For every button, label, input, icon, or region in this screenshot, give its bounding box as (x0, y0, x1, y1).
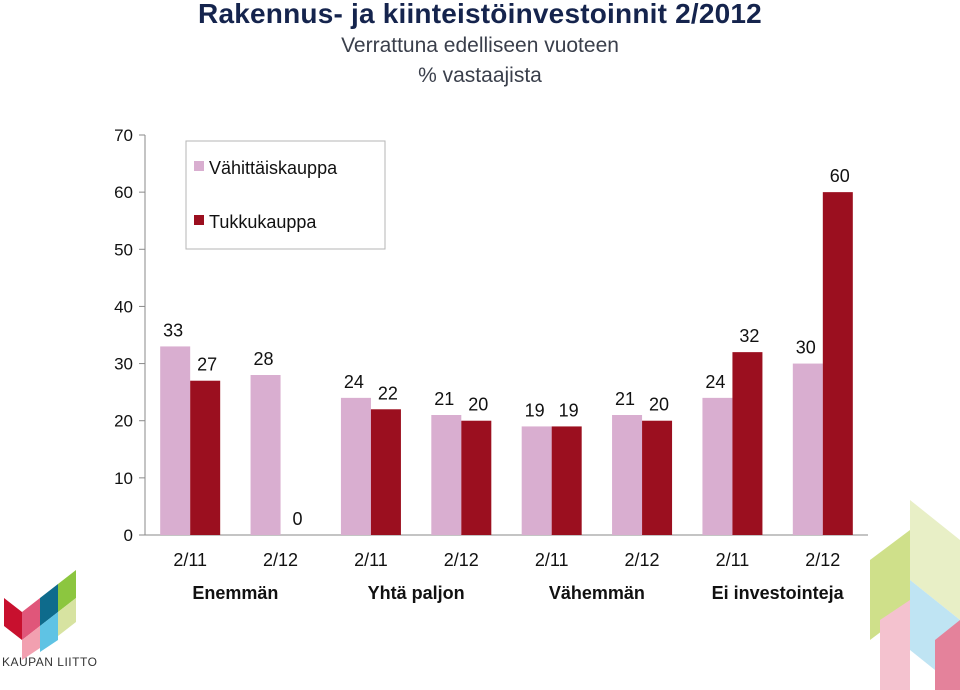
legend-swatch (194, 161, 204, 171)
data-label: 20 (468, 395, 488, 415)
y-tick-label: 30 (114, 355, 133, 374)
y-tick-label: 40 (114, 297, 133, 316)
bar-tukkukauppa (370, 409, 401, 535)
data-label: 21 (434, 389, 454, 409)
bar-vahittaiskauppa (250, 375, 281, 535)
legend-label: Vähittäiskauppa (209, 158, 338, 178)
x-tick-label: 2/12 (263, 550, 298, 570)
bar-vahittaiskauppa (521, 426, 552, 535)
y-tick-label: 50 (114, 240, 133, 259)
bar-vahittaiskauppa (612, 415, 643, 535)
decorative-shapes (870, 500, 960, 690)
data-label: 32 (739, 326, 759, 346)
data-label: 33 (163, 320, 183, 340)
x-tick-label: 2/11 (716, 550, 750, 570)
x-tick-label: 2/12 (444, 550, 479, 570)
data-label: 22 (378, 383, 398, 403)
bar-vahittaiskauppa (340, 397, 371, 535)
x-tick-label: 2/12 (625, 550, 660, 570)
bar-vahittaiskauppa (431, 415, 462, 535)
y-tick-label: 60 (114, 183, 133, 202)
group-label: Yhtä paljon (368, 583, 465, 603)
bar-tukkukauppa (551, 426, 582, 535)
data-label: 24 (705, 372, 725, 392)
legend-swatch (194, 215, 204, 225)
bar-vahittaiskauppa (160, 346, 191, 535)
bar-tukkukauppa (732, 352, 763, 535)
bar-tukkukauppa (190, 380, 221, 535)
x-tick-label: 2/12 (805, 550, 840, 570)
bar-tukkukauppa (461, 420, 492, 535)
y-axis-label: % vastaajista (418, 64, 542, 87)
data-label: 24 (344, 372, 364, 392)
chart-title: Rakennus- ja kiinteistöinvestoinnit 2/20… (198, 0, 762, 29)
group-label: Enemmän (192, 583, 278, 603)
data-label: 28 (254, 349, 274, 369)
legend-box (185, 140, 386, 250)
y-tick-label: 20 (114, 412, 133, 431)
legend-label: Tukkukauppa (209, 212, 317, 232)
data-label: 20 (649, 395, 669, 415)
data-label: 30 (796, 338, 816, 358)
x-tick-label: 2/11 (173, 550, 207, 570)
bar-tukkukauppa (642, 420, 673, 535)
data-label: 60 (830, 166, 850, 186)
data-label: 19 (559, 400, 579, 420)
data-label: 27 (197, 355, 217, 375)
data-label: 21 (615, 389, 635, 409)
group-label: Ei investointeja (712, 583, 845, 603)
logo-text: KAUPAN LIITTO (2, 655, 97, 669)
data-label: 0 (293, 509, 303, 529)
group-label: Vähemmän (549, 583, 645, 603)
data-label: 19 (525, 400, 545, 420)
y-tick-label: 0 (124, 526, 133, 545)
y-tick-label: 70 (114, 126, 133, 145)
kaupan-liitto-logo: KAUPAN LIITTO (2, 570, 97, 669)
chart-subtitle: Verrattuna edelliseen vuoteen (341, 34, 619, 57)
x-tick-label: 2/11 (354, 550, 388, 570)
bar-tukkukauppa (822, 192, 853, 535)
bar-vahittaiskauppa (792, 363, 823, 535)
y-tick-label: 10 (114, 469, 133, 488)
x-tick-label: 2/11 (535, 550, 569, 570)
bar-vahittaiskauppa (702, 397, 733, 535)
